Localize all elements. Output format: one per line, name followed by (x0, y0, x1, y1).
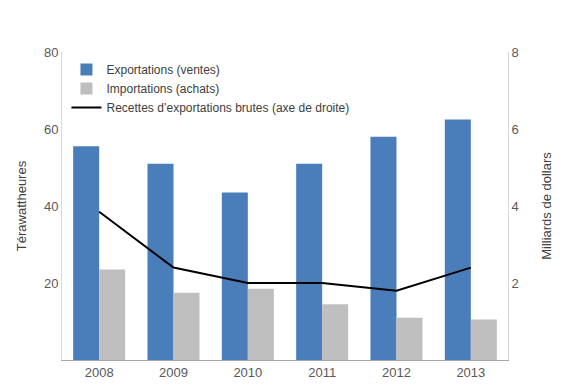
svg-text:Recettes d’exportations brutes: Recettes d’exportations brutes (axe de d… (106, 101, 349, 115)
svg-text:40: 40 (44, 199, 58, 214)
svg-text:2009: 2009 (159, 365, 188, 380)
svg-text:2: 2 (512, 276, 519, 291)
svg-text:60: 60 (44, 122, 58, 137)
svg-text:80: 80 (44, 45, 58, 60)
svg-text:8: 8 (512, 45, 519, 60)
svg-text:Importations (achats): Importations (achats) (106, 82, 219, 96)
svg-text:2012: 2012 (382, 365, 411, 380)
svg-text:Exportations (ventes): Exportations (ventes) (106, 63, 219, 77)
svg-text:20: 20 (44, 276, 58, 291)
svg-text:2013: 2013 (456, 365, 485, 380)
svg-text:2010: 2010 (233, 365, 262, 380)
svg-text:4: 4 (512, 199, 519, 214)
svg-text:Milliards de dollars: Milliards de dollars (539, 152, 554, 260)
svg-text:2008: 2008 (85, 365, 114, 380)
svg-text:Térawattheures: Térawattheures (14, 160, 29, 251)
svg-text:2011: 2011 (308, 365, 336, 380)
svg-text:6: 6 (512, 122, 519, 137)
